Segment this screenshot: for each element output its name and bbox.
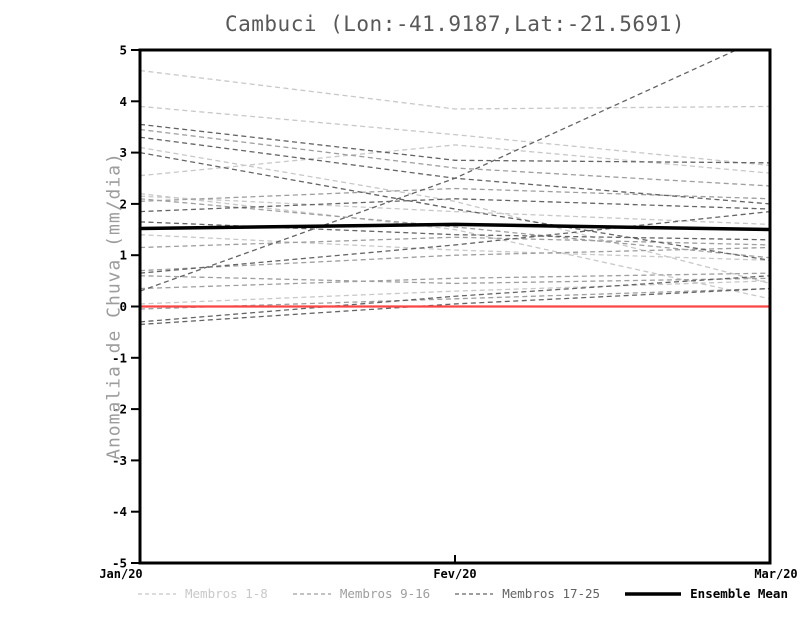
member-line-group2 (140, 275, 770, 285)
dashed-line-sample-dark (455, 592, 494, 595)
member-line-group1 (140, 105, 770, 167)
y-tick-label: -5 (112, 556, 127, 571)
member-line-group3 (140, 210, 770, 274)
member-line-group2 (140, 187, 770, 202)
member-line-group2 (140, 272, 770, 290)
y-tick-label: 1 (119, 248, 127, 263)
dashed-line-sample-light (138, 592, 176, 595)
y-tick-label: 5 (119, 43, 127, 58)
member-line-group1 (140, 146, 770, 285)
member-line-group3 (140, 50, 738, 292)
legend-item-membros-17-25: Membros 17-25 (455, 586, 600, 601)
y-tick-label: -4 (112, 504, 127, 519)
member-line-group1 (140, 280, 770, 305)
ensemble-mean-line (140, 222, 770, 232)
member-line-group1 (140, 192, 770, 300)
y-tick-label: 0 (119, 299, 127, 314)
solid-line-sample-mean (625, 591, 682, 596)
legend-label: Ensemble Mean (690, 586, 788, 601)
y-tick-label: 4 (119, 94, 127, 109)
member-line-group2 (140, 198, 770, 259)
member-line-group3 (140, 275, 770, 323)
member-line-group2 (140, 128, 770, 187)
legend-label: Membros 17-25 (502, 586, 601, 601)
x-tick-label: Mar/20 (754, 567, 797, 581)
member-line-group3 (140, 151, 770, 261)
plot-frame (138, 48, 772, 565)
y-tick-label: -1 (112, 350, 127, 365)
member-line-group3 (140, 136, 770, 205)
dashed-line-sample-mid (292, 592, 331, 595)
member-line-group3 (140, 198, 770, 213)
y-axis-label: Anomalia de Chuva (mm/dia) (103, 152, 125, 460)
legend-item-membros-9-16: Membros 9-16 (292, 586, 431, 601)
y-tick-label: 2 (119, 196, 127, 211)
member-line-group3 (140, 123, 770, 164)
y-tick-label: -2 (112, 402, 127, 417)
chart-title: Cambuci (Lon:-41.9187,Lat:-21.5691) (224, 12, 685, 36)
legend: Membros 1-8 Membros 9-16 Membros 17-25 E… (138, 586, 788, 601)
legend-item-ensemble-mean: Ensemble Mean (625, 586, 788, 601)
member-line-group2 (140, 246, 770, 272)
member-line-group2 (140, 236, 770, 249)
legend-label: Membros 9-16 (339, 586, 431, 601)
legend-item-membros-1-8: Membros 1-8 (138, 586, 268, 601)
legend-label: Membros 1-8 (185, 586, 268, 601)
y-tick-label: -3 (112, 453, 127, 468)
y-tick-label: 3 (119, 145, 127, 160)
x-tick-label: Fev/20 (433, 567, 476, 581)
member-line-group1 (140, 69, 770, 110)
member-line-group1 (140, 234, 770, 261)
member-line-group1 (140, 195, 770, 226)
member-line-group3 (140, 287, 770, 326)
x-tick-label: Jan/20 (99, 567, 142, 581)
